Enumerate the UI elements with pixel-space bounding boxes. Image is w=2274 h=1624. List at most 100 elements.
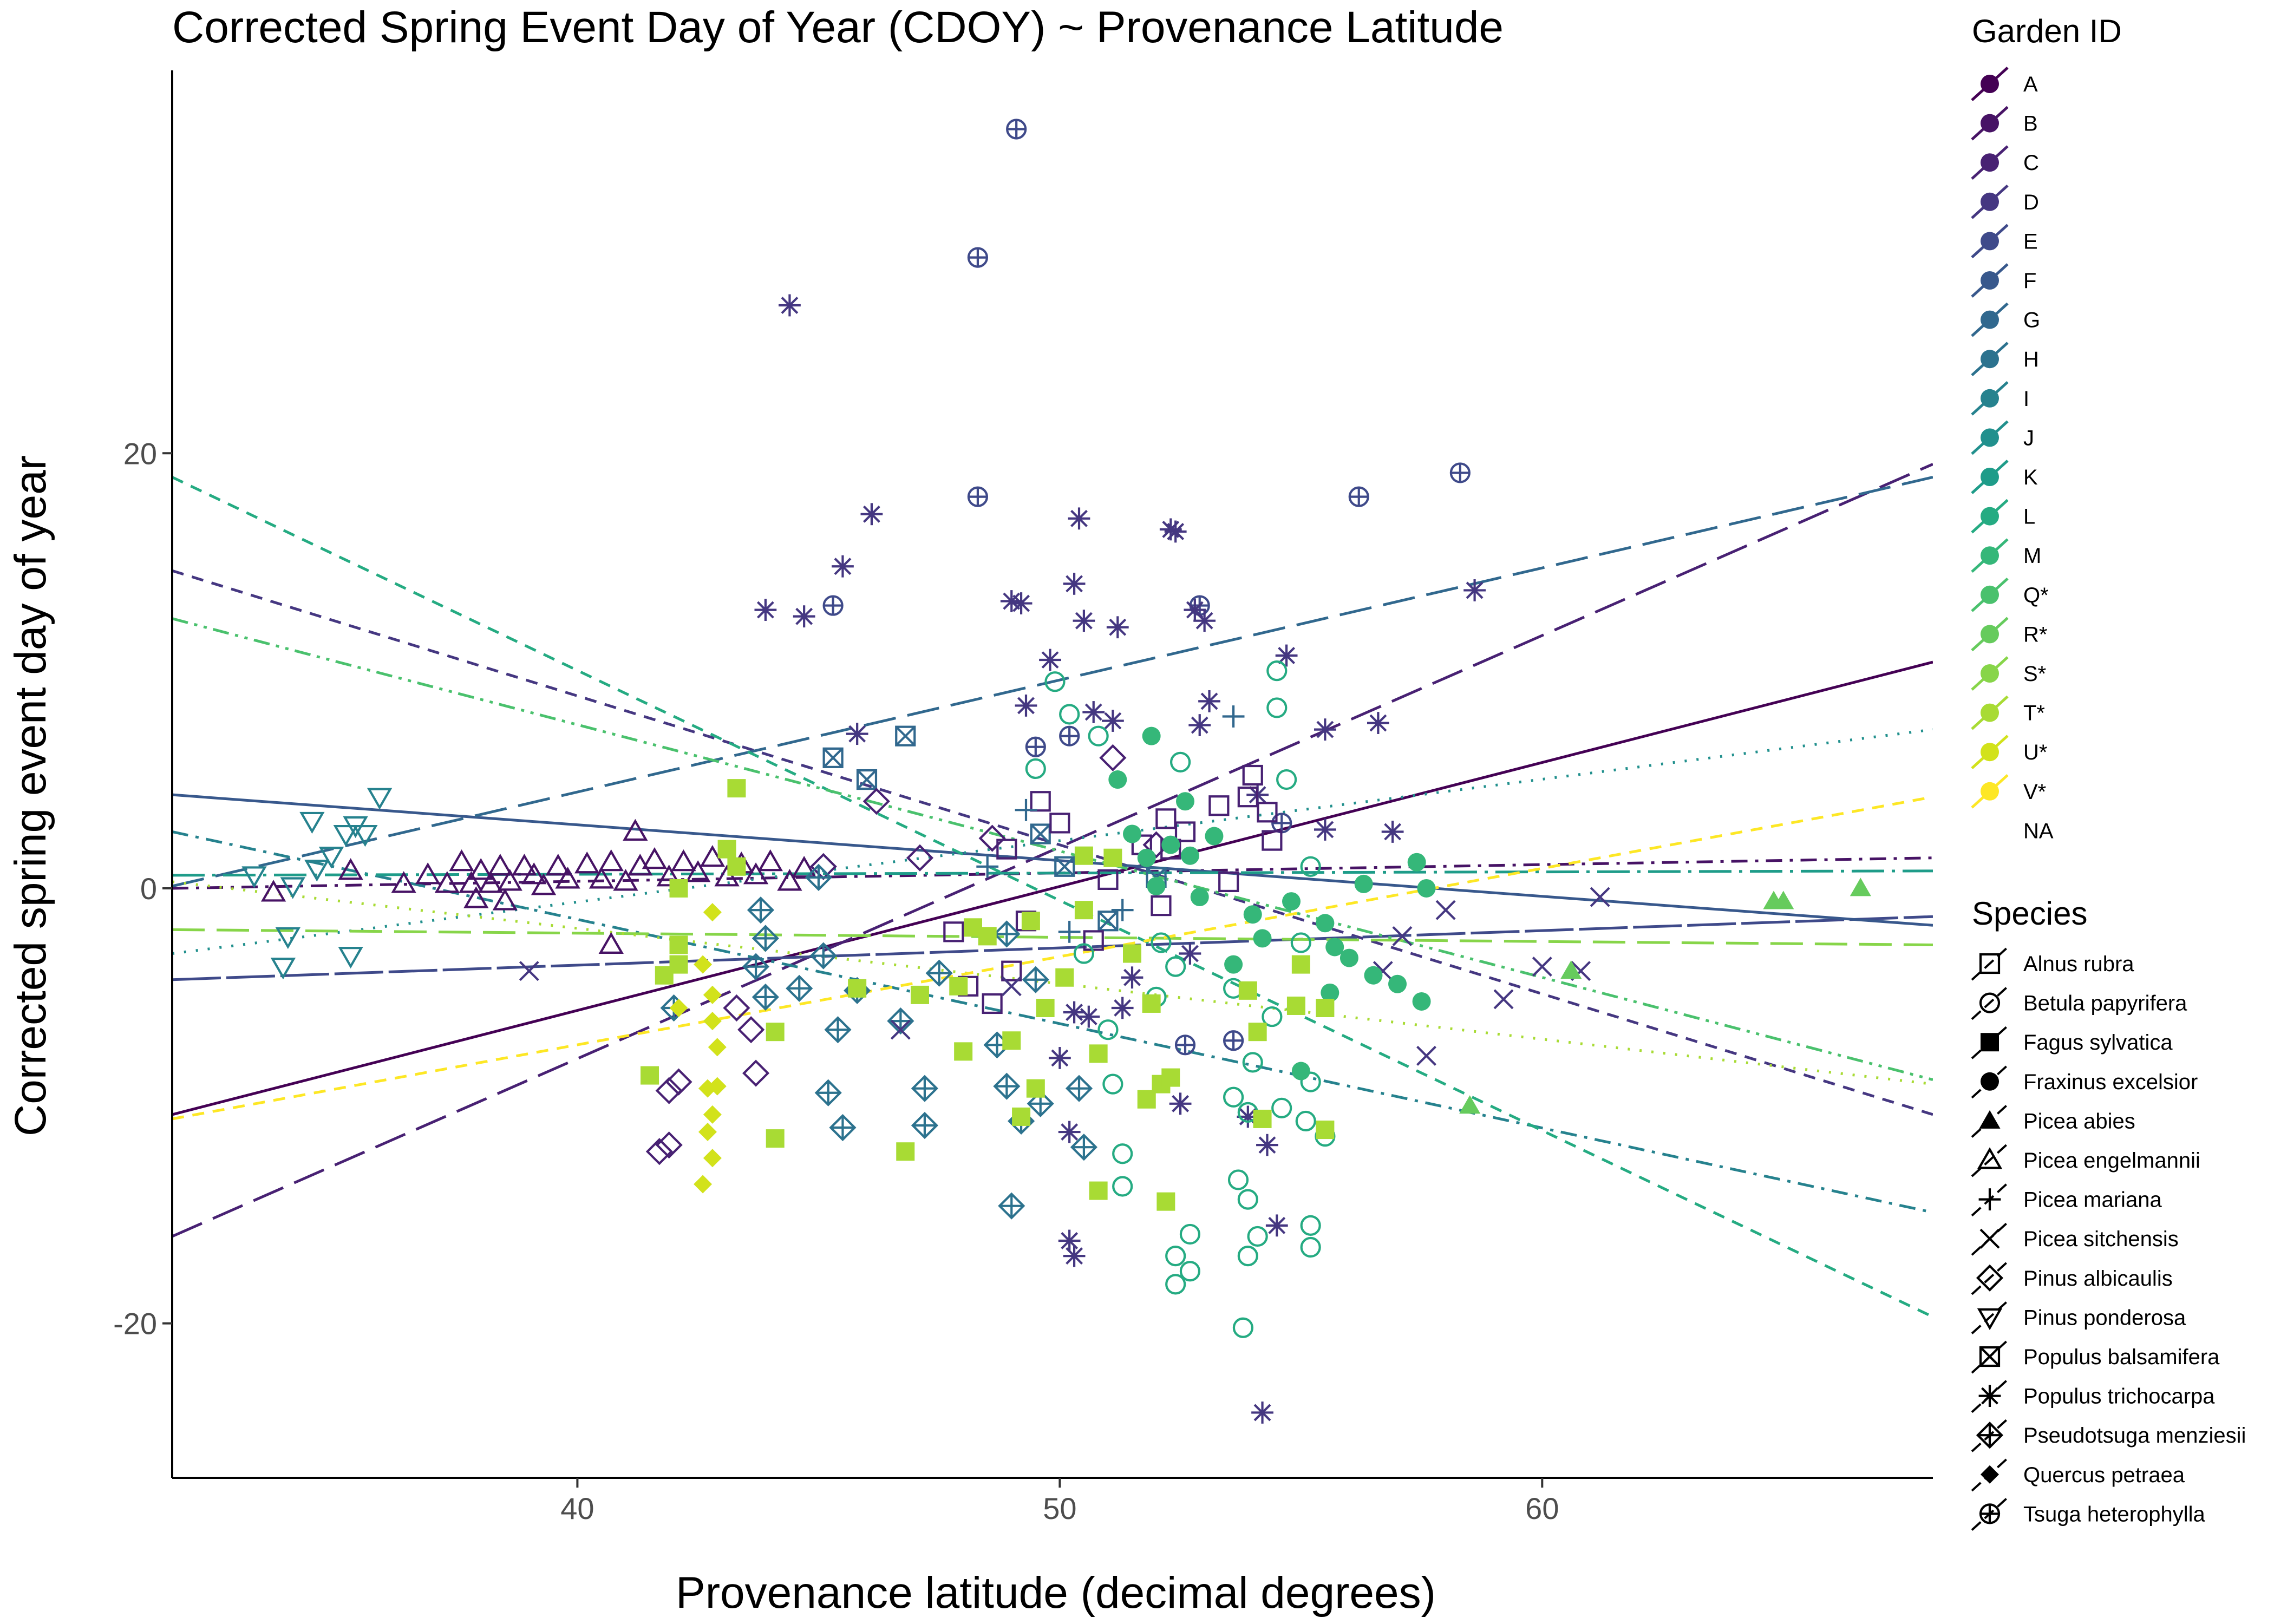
data-point xyxy=(1074,846,1093,865)
marker-shape xyxy=(1142,994,1161,1013)
data-point xyxy=(1291,1062,1310,1081)
data-point xyxy=(1147,876,1166,895)
data-point xyxy=(982,993,1003,1014)
data-point xyxy=(1083,930,1104,951)
legend-key-point xyxy=(1981,232,1999,251)
garden-legend-label: S* xyxy=(2023,662,2046,686)
data-point xyxy=(1089,1044,1108,1063)
data-point xyxy=(512,854,537,876)
data-point xyxy=(1388,974,1407,993)
legend-key-point xyxy=(1981,153,1999,172)
marker-shape xyxy=(645,1138,673,1165)
garden-legend-label: B xyxy=(2023,112,2038,136)
data-point xyxy=(333,824,358,847)
marker-shape xyxy=(848,979,867,998)
data-point xyxy=(809,942,837,970)
marker-shape xyxy=(1339,948,1358,967)
legend-key-point xyxy=(1981,192,1999,211)
marker-shape xyxy=(1074,901,1093,920)
data-point xyxy=(521,862,547,885)
data-point xyxy=(1266,697,1288,718)
marker-shape xyxy=(737,1016,765,1044)
marker-shape xyxy=(1102,1073,1123,1095)
data-point xyxy=(1265,1214,1288,1237)
regression-line-j xyxy=(172,728,1933,955)
marker-shape xyxy=(743,862,769,885)
marker-shape xyxy=(1981,1465,1999,1484)
marker-shape xyxy=(1054,856,1075,877)
marker-shape xyxy=(1097,1019,1119,1040)
garden-legend-label: NA xyxy=(2023,819,2054,843)
data-point xyxy=(694,1175,713,1194)
data-point xyxy=(655,1131,683,1159)
species-legend-item: Picea abies xyxy=(1971,1103,2135,1138)
species-legend-label: Picea mariana xyxy=(2023,1188,2162,1212)
data-point xyxy=(671,849,696,872)
data-point xyxy=(555,867,580,889)
marker-shape xyxy=(275,927,301,949)
data-point xyxy=(1339,948,1358,967)
marker-shape xyxy=(1030,824,1051,844)
data-point xyxy=(545,854,571,876)
marker-shape xyxy=(954,1042,973,1061)
marker-shape xyxy=(723,994,750,1022)
marker-shape xyxy=(492,888,518,911)
data-point xyxy=(727,779,746,798)
data-point xyxy=(1223,1030,1244,1051)
data-point xyxy=(1253,1109,1272,1128)
marker-shape xyxy=(978,824,1006,852)
marker-shape xyxy=(1103,848,1122,867)
garden-legend-label: T* xyxy=(2023,702,2045,725)
marker-shape xyxy=(260,880,286,902)
legend-key-point xyxy=(1981,114,1999,133)
legend-key-line xyxy=(1971,946,2009,981)
legend-key-point xyxy=(1981,782,1999,801)
data-point xyxy=(747,896,775,924)
data-point xyxy=(1253,929,1272,948)
data-point xyxy=(1097,911,1119,932)
data-point xyxy=(925,959,953,987)
species-legend-item: Pinus ponderosa xyxy=(1971,1300,2186,1334)
marker-shape xyxy=(280,877,305,899)
marker-shape xyxy=(642,847,668,869)
data-point xyxy=(1165,1274,1186,1295)
legend-key-shape xyxy=(1979,1346,2001,1367)
marker-shape xyxy=(1276,769,1297,790)
data-point xyxy=(1049,813,1070,834)
marker-shape xyxy=(982,993,1003,1014)
data-point xyxy=(1271,1097,1292,1118)
marker-shape xyxy=(1044,671,1066,692)
garden-legend-item: I xyxy=(1971,381,2029,416)
data-point xyxy=(1300,856,1321,877)
data-point xyxy=(1193,610,1216,632)
marker-shape xyxy=(1416,1045,1436,1066)
data-point xyxy=(743,862,769,885)
data-point xyxy=(641,1066,659,1085)
marker-shape xyxy=(367,788,393,810)
marker-shape xyxy=(1300,1071,1321,1092)
data-point xyxy=(1001,960,1022,981)
garden-legend-label: E xyxy=(2023,230,2038,253)
data-point xyxy=(352,824,378,847)
legend-key-shape xyxy=(1978,1385,2001,1407)
data-point xyxy=(589,867,615,889)
data-point xyxy=(1300,1236,1321,1258)
marker-shape xyxy=(766,1023,785,1042)
data-point xyxy=(793,605,815,628)
data-point xyxy=(1198,690,1220,712)
data-point xyxy=(1316,998,1335,1017)
data-point xyxy=(1058,920,1081,943)
species-legend-label: Tsuga heterophylla xyxy=(2023,1502,2206,1526)
data-point xyxy=(978,824,1006,852)
marker-shape xyxy=(1979,1228,2000,1249)
marker-shape xyxy=(1237,1189,1258,1210)
marker-shape xyxy=(318,847,344,869)
regression-line-vstar xyxy=(172,795,1933,1121)
species-legend-items: Alnus rubra Betula papyrifera Fagus sylvat… xyxy=(1971,946,2246,1531)
data-point xyxy=(1381,821,1404,843)
data-point xyxy=(1242,764,1263,786)
data-point xyxy=(655,1077,683,1104)
data-point xyxy=(1190,888,1209,907)
marker-shape xyxy=(1054,856,1075,877)
data-point xyxy=(1111,899,1134,921)
